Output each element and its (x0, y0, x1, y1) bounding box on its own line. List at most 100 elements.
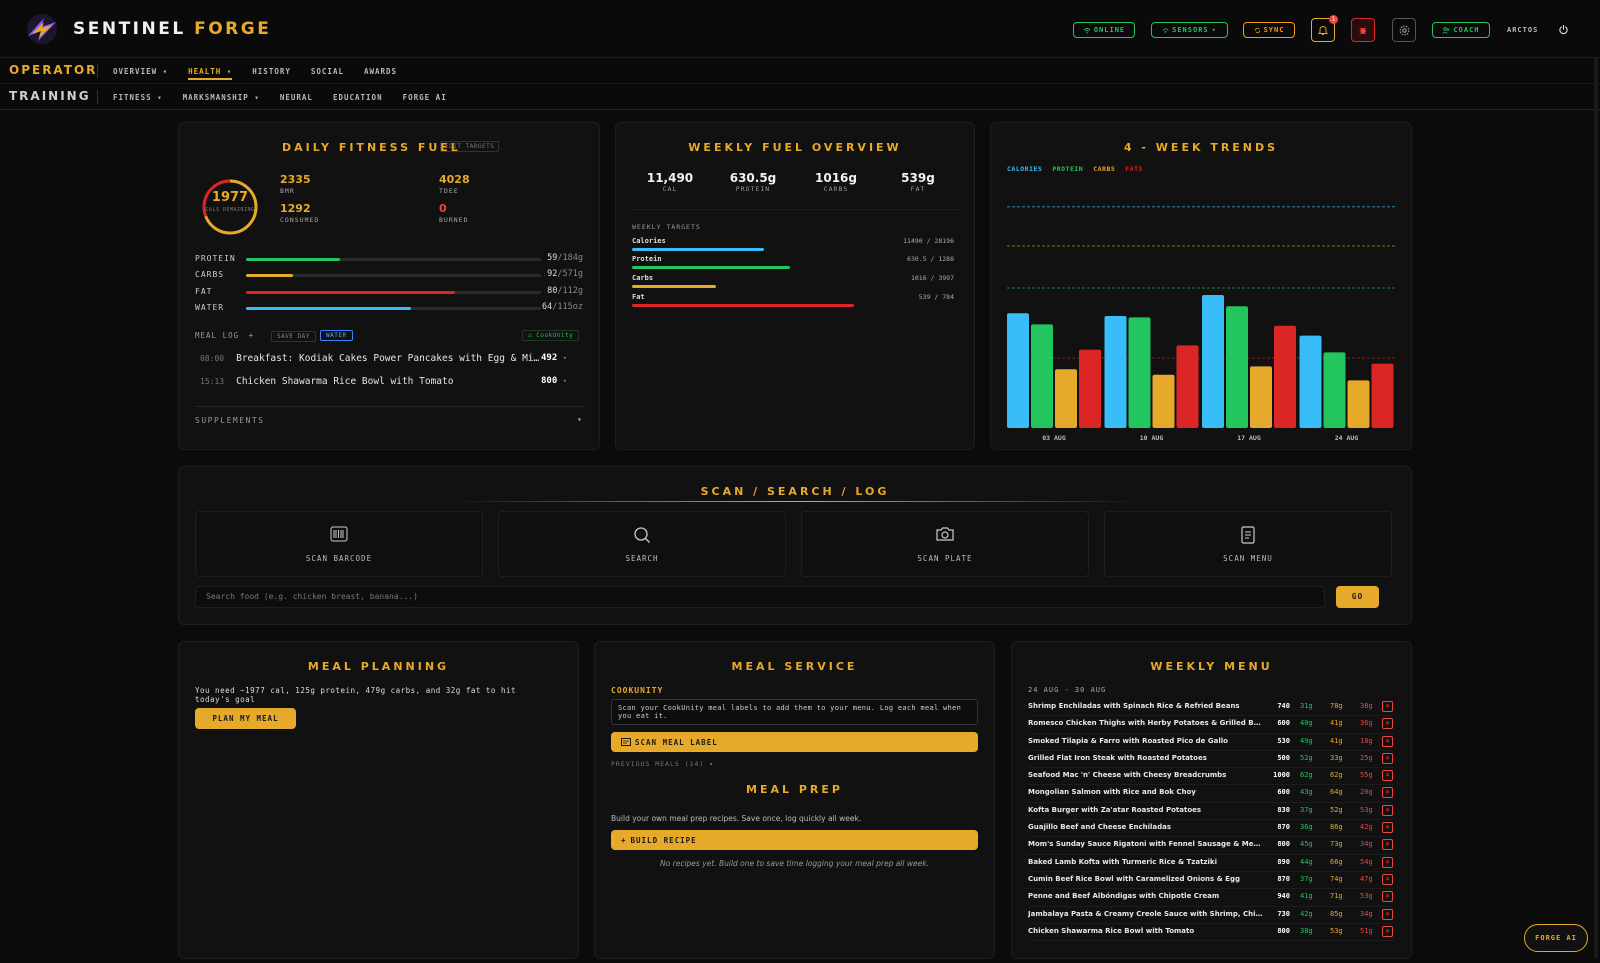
menu-row[interactable]: Kofta Burger with Za'atar Roasted Potato… (1028, 803, 1393, 821)
menu-row[interactable]: Romesco Chicken Thighs with Herby Potato… (1028, 716, 1393, 734)
menu-row[interactable]: Mongolian Salmon with Rice and Bok Choy 6… (1028, 785, 1393, 803)
menu-item-carbs: 86g (1330, 823, 1343, 832)
remove-icon[interactable]: × (1382, 908, 1393, 920)
target-name: Carbs (632, 274, 654, 282)
remove-icon[interactable]: × (1382, 787, 1393, 799)
consumed-value: 1292 (280, 202, 311, 215)
nav-fitness[interactable]: FITNESS ▾ (113, 93, 163, 102)
settings-button[interactable] (1392, 18, 1416, 42)
menu-row[interactable]: Jambalaya Pasta & Creamy Creole Sauce wi… (1028, 907, 1393, 924)
menu-row[interactable]: Chicken Shawarma Rice Bowl with Tomato 80… (1028, 924, 1393, 942)
sensors-dropdown[interactable]: SENSORS ▾ (1151, 22, 1228, 38)
scan-meal-label-button[interactable]: SCAN MEAL LABEL (611, 732, 978, 752)
bug-report-button[interactable] (1351, 18, 1375, 42)
meal-name: Breakfast: Kodiak Cakes Power Pancakes w… (236, 353, 540, 364)
weekly-protein-label: PROTEIN (735, 185, 771, 193)
meal-planning-text: You need ~1977 cal, 125g protein, 479g c… (195, 686, 516, 704)
nav-awards[interactable]: AWARDS (363, 67, 398, 76)
water-button[interactable]: WATER (320, 330, 353, 341)
menu-row[interactable]: Penne and Beef Albóndigas with Chipotle … (1028, 889, 1393, 907)
remove-icon[interactable]: × (1382, 822, 1393, 834)
nav-neural[interactable]: NEURAL (279, 93, 313, 102)
plus-icon[interactable]: + (248, 331, 255, 340)
meal-log-row[interactable]: 15:13 Chicken Shawarma Rice Bowl with Tom… (200, 376, 453, 387)
menu-row[interactable]: Seafood Mac 'n' Cheese with Cheesy Bread… (1028, 768, 1393, 786)
meal-log-row[interactable]: 08:00 Breakfast: Kodiak Cakes Power Panca… (200, 353, 539, 364)
menu-row[interactable]: Cumin Beef Rice Bowl with Caramelized On… (1028, 872, 1393, 890)
chevron-down-icon[interactable]: ▾ (562, 354, 567, 362)
remove-icon[interactable]: × (1382, 839, 1393, 851)
scan-menu-tile[interactable]: SCAN MENU (1104, 511, 1392, 577)
power-icon[interactable] (1558, 24, 1569, 35)
weekly-carbs-stat: 1016g CARBS (796, 171, 876, 193)
go-button[interactable]: GO (1336, 586, 1379, 608)
menu-item-fat: 38g (1360, 702, 1373, 710)
menu-item-name: Mom's Sunday Sauce Rigatoni with Fennel … (1028, 840, 1263, 849)
edit-targets-button[interactable]: EDIT TARGETS (440, 141, 500, 152)
trends-title: 4 - WEEK TRENDS (1123, 141, 1279, 154)
cookunity-button[interactable]: ⌂ CookUnity (522, 330, 580, 341)
remove-icon[interactable]: × (1382, 735, 1393, 747)
search-tile[interactable]: SEARCH (498, 511, 786, 577)
supplements-toggle[interactable]: SUPPLEMENTS (195, 416, 265, 425)
remove-icon[interactable]: × (1382, 701, 1393, 712)
meal-name: Chicken Shawarma Rice Bowl with Tomato (236, 376, 454, 387)
menu-row[interactable]: Mom's Sunday Sauce Rigatoni with Fennel … (1028, 837, 1393, 855)
weekly-fat-label: FAT (910, 185, 926, 193)
remove-icon[interactable]: × (1382, 925, 1393, 937)
sync-label: SYNC (1263, 26, 1285, 34)
remove-icon[interactable]: × (1382, 804, 1393, 816)
menu-item-name: Cumin Beef Rice Bowl with Caramelized On… (1028, 874, 1240, 883)
weekly-menu-title: WEEKLY MENU (1150, 660, 1273, 673)
nav-education[interactable]: EDUCATION (332, 93, 383, 102)
menu-row[interactable]: Guajillo Beef and Cheese Enchiladas 870 36… (1028, 820, 1393, 838)
chevron-down-icon[interactable]: ▾ (577, 415, 582, 424)
username[interactable]: ARCTOS (1507, 26, 1539, 34)
nav-marksmanship[interactable]: MARKSMANSHIP ▾ (183, 93, 260, 102)
plan-my-meal-button[interactable]: PLAN MY MEAL (195, 708, 296, 729)
nav-health[interactable]: HEALTH ▾ (188, 67, 233, 80)
previous-meals-toggle[interactable]: PREVIOUS MEALS (14) ▾ (611, 760, 714, 768)
build-recipe-button[interactable]: + BUILD RECIPE (611, 830, 978, 850)
remove-icon[interactable]: × (1382, 752, 1393, 764)
cookunity-label: CookUnity (536, 332, 574, 339)
menu-row[interactable]: Shrimp Enchiladas with Spinach Rice & Re… (1028, 699, 1393, 717)
remove-icon[interactable]: × (1382, 856, 1393, 868)
nav-divider (97, 90, 98, 104)
bar-protein-1 (1128, 317, 1151, 428)
bar-carbs-1 (1152, 374, 1175, 428)
remove-icon[interactable]: × (1382, 718, 1393, 730)
nav-social[interactable]: SOCIAL (310, 67, 344, 76)
menu-item-name: Grilled Flat Iron Steak with Roasted Pot… (1028, 753, 1207, 762)
scan-barcode-tile[interactable]: SCAN BARCODE (195, 511, 483, 577)
chevron-down-icon[interactable]: ▾ (562, 377, 567, 385)
save-day-button[interactable]: SAVE DAY (271, 331, 316, 342)
menu-item-name: Shrimp Enchiladas with Spinach Rice & Re… (1028, 702, 1240, 710)
remove-icon[interactable]: × (1382, 770, 1393, 782)
remove-icon[interactable]: × (1382, 873, 1393, 885)
sync-button[interactable]: SYNC (1243, 22, 1295, 38)
menu-row[interactable]: Smoked Tilapia & Farro with Roasted Pico… (1028, 734, 1393, 751)
weekly-carbs-label: CARBS (823, 185, 849, 193)
food-search-input[interactable]: Search food (e.g. chicken breast, banana… (195, 586, 1325, 608)
nav-overview[interactable]: OVERVIEW ▾ (113, 67, 168, 80)
nav-forge-ai[interactable]: FORGE AI (402, 93, 447, 102)
menu-item-protein: 49g (1300, 736, 1313, 745)
online-status-button[interactable]: ONLINE (1073, 22, 1135, 38)
page-scrollbar[interactable] (1594, 58, 1598, 958)
notifications-button[interactable]: 1 (1311, 15, 1338, 42)
menu-row[interactable]: Grilled Flat Iron Steak with Roasted Pot… (1028, 751, 1393, 769)
target-bar (632, 248, 765, 251)
forge-ai-button[interactable]: FORGE AI (1524, 924, 1588, 952)
scan-plate-tile[interactable]: SCAN PLATE (801, 511, 1089, 577)
remove-icon[interactable]: × (1382, 891, 1393, 903)
menu-row[interactable]: Baked Lamb Kofta with Turmeric Rice & Tz… (1028, 855, 1393, 872)
nav-history[interactable]: HISTORY (252, 67, 291, 76)
target-value: 630.5 / 1288 (907, 255, 954, 263)
coach-button[interactable]: COACH (1432, 22, 1490, 38)
meal-cal-value: 492 (541, 353, 558, 363)
bell-icon (1317, 26, 1329, 35)
menu-item-carbs: 85g (1330, 909, 1343, 918)
menu-item-fat: 55g (1360, 771, 1373, 780)
search-tile-label: SEARCH (625, 554, 659, 563)
